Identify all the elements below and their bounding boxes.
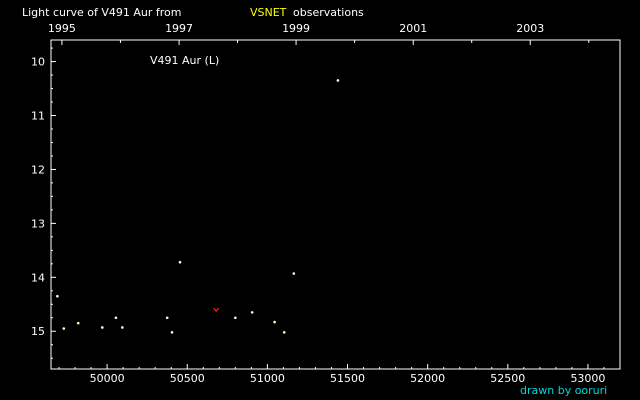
y-tick-label: 13 — [31, 217, 45, 230]
y-tick-label: 10 — [31, 56, 45, 69]
star-label: V491 Aur (L) — [150, 54, 219, 67]
observation-point — [62, 327, 66, 330]
year-tick-label: 2001 — [399, 22, 427, 35]
y-tick-label: 12 — [31, 163, 45, 176]
year-tick-label: 1997 — [165, 22, 193, 35]
observation-point — [178, 260, 182, 264]
y-tick-label: 11 — [31, 110, 45, 123]
year-tick-label: 1999 — [282, 22, 310, 35]
y-tick-label: 14 — [31, 271, 45, 284]
year-axis: 1995 1997 1999 2001 2003 — [48, 22, 590, 45]
data-points — [56, 79, 340, 334]
observation-point — [121, 326, 124, 329]
chart-title-suffix: observations — [293, 6, 364, 19]
x-axis: 50000 50500 51000 51500 52000 52500 53000 — [58, 364, 621, 385]
credit-label: drawn by ooruri — [520, 384, 607, 397]
observation-point — [250, 311, 254, 314]
year-tick-label: 1995 — [48, 22, 76, 35]
observation-point — [292, 272, 296, 275]
plot-frame — [50, 39, 621, 370]
observation-point — [100, 326, 104, 329]
observation-point — [76, 321, 80, 325]
x-tick-label: 51000 — [250, 372, 285, 385]
observation-point — [273, 320, 276, 324]
chart-title-source: VSNET — [250, 6, 287, 19]
y-axis: 10 11 12 13 14 15 — [31, 47, 56, 359]
x-tick-label: 53000 — [570, 372, 605, 385]
chart-title-prefix: Light curve of V491 Aur from — [22, 6, 182, 19]
observation-point — [234, 316, 237, 320]
observation-point — [170, 331, 174, 334]
observation-point — [282, 331, 286, 334]
observation-point — [336, 79, 340, 82]
x-tick-label: 51500 — [330, 372, 365, 385]
observation-point — [56, 294, 59, 298]
observation-point — [165, 316, 169, 320]
observation-point — [114, 316, 118, 320]
x-tick-label: 50000 — [90, 372, 125, 385]
x-tick-label: 52500 — [490, 372, 525, 385]
year-tick-label: 2003 — [516, 22, 544, 35]
x-tick-label: 50500 — [170, 372, 205, 385]
x-tick-label: 52000 — [410, 372, 445, 385]
upper-limit-point — [213, 307, 220, 313]
y-tick-label: 15 — [31, 325, 45, 338]
